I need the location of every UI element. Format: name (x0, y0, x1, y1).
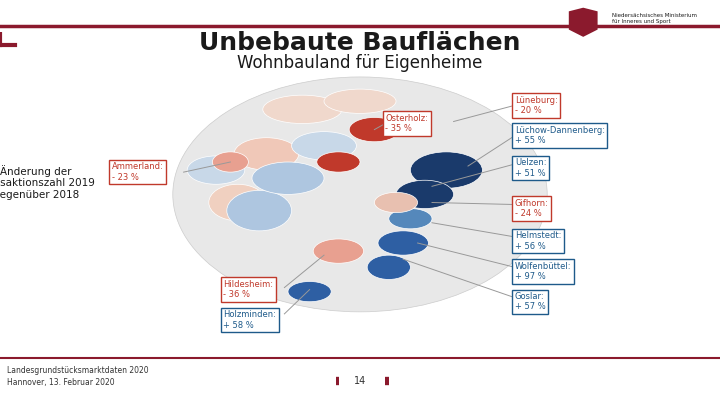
Ellipse shape (410, 152, 482, 188)
Ellipse shape (324, 89, 396, 113)
Ellipse shape (349, 117, 400, 142)
Text: Wolfenbüttel:
+ 97 %: Wolfenbüttel: + 97 % (515, 262, 571, 281)
Ellipse shape (313, 239, 364, 263)
Ellipse shape (212, 152, 248, 172)
Text: Lüneburg:
- 20 %: Lüneburg: - 20 % (515, 96, 557, 115)
Text: Helmstedt:
+ 56 %: Helmstedt: + 56 % (515, 231, 561, 251)
Text: Goslar:
+ 57 %: Goslar: + 57 % (515, 292, 546, 311)
Ellipse shape (378, 231, 428, 255)
Text: Osterholz:
- 35 %: Osterholz: - 35 % (385, 114, 428, 133)
Text: Ammerland:
- 23 %: Ammerland: - 23 % (112, 162, 163, 182)
Ellipse shape (292, 132, 356, 160)
Ellipse shape (227, 190, 292, 231)
Text: Änderung der
Transaktionszahl 2019
gegenüber 2018: Änderung der Transaktionszahl 2019 gegen… (0, 165, 94, 200)
Text: Uelzen:
+ 51 %: Uelzen: + 51 % (515, 158, 546, 178)
Ellipse shape (234, 138, 299, 170)
Text: Holzminden:
+ 58 %: Holzminden: + 58 % (223, 310, 276, 330)
Ellipse shape (173, 77, 547, 312)
Text: Niedersächsisches Ministerium
für Inneres und Sport: Niedersächsisches Ministerium für Innere… (612, 13, 697, 24)
Text: Lüchow-Dannenberg:
+ 55 %: Lüchow-Dannenberg: + 55 % (515, 126, 605, 145)
Ellipse shape (389, 209, 432, 229)
Ellipse shape (317, 152, 360, 172)
Text: Hildesheim:
- 36 %: Hildesheim: - 36 % (223, 280, 273, 299)
Ellipse shape (252, 162, 324, 194)
Text: Wohnbauland für Eigenheime: Wohnbauland für Eigenheime (238, 54, 482, 72)
Text: Gifhorn:
- 24 %: Gifhorn: - 24 % (515, 199, 549, 218)
Ellipse shape (367, 255, 410, 279)
Ellipse shape (288, 281, 331, 302)
Ellipse shape (396, 180, 454, 209)
Ellipse shape (209, 184, 266, 221)
Text: Hannover, 13. Februar 2020: Hannover, 13. Februar 2020 (7, 378, 114, 387)
Text: Unbebaute Bauflächen: Unbebaute Bauflächen (199, 30, 521, 55)
Polygon shape (569, 8, 598, 37)
Text: Landesgrundstücksmarktdaten 2020: Landesgrundstücksmarktdaten 2020 (7, 366, 149, 375)
Ellipse shape (263, 95, 342, 124)
Text: 14: 14 (354, 376, 366, 386)
Ellipse shape (374, 192, 418, 213)
Ellipse shape (187, 156, 245, 184)
